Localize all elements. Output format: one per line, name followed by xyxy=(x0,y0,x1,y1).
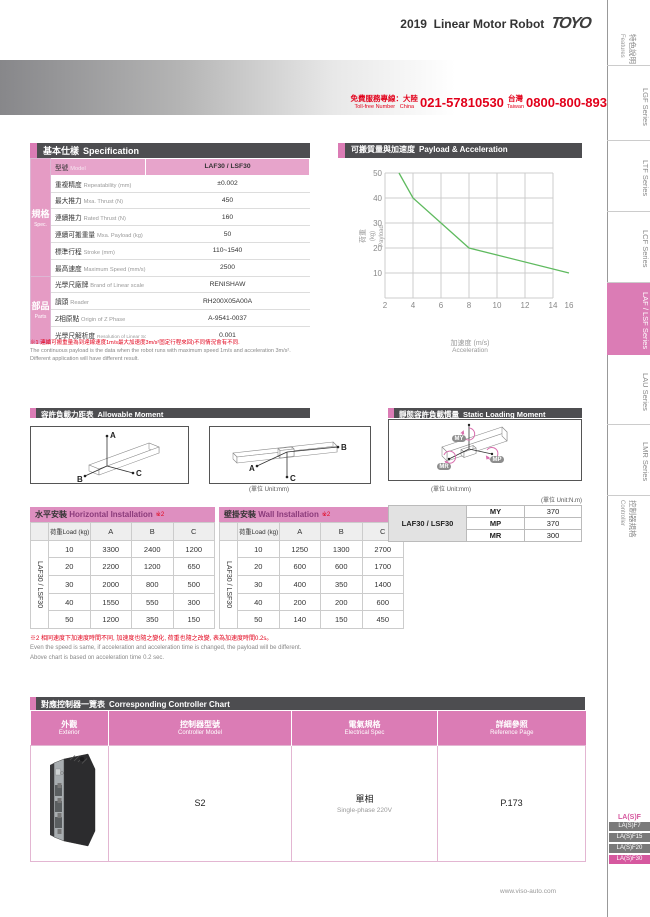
svg-text:C: C xyxy=(136,469,142,478)
svg-text:Payload: Payload xyxy=(379,225,385,247)
svg-text:8: 8 xyxy=(467,301,472,310)
svg-text:40: 40 xyxy=(373,194,382,203)
svg-text:10: 10 xyxy=(493,301,502,310)
svg-text:荷重: 荷重 xyxy=(358,229,367,243)
svg-text:MY: MY xyxy=(455,436,464,442)
svg-text:(kg): (kg) xyxy=(370,231,376,241)
svg-text:B: B xyxy=(77,475,83,484)
svg-text:50: 50 xyxy=(373,169,382,178)
svg-text:4: 4 xyxy=(411,301,416,310)
svg-text:B: B xyxy=(341,443,347,452)
svg-text:A: A xyxy=(249,464,255,473)
svg-text:A: A xyxy=(110,431,116,440)
svg-text:10: 10 xyxy=(373,269,382,278)
svg-text:2: 2 xyxy=(383,301,388,310)
svg-text:MR: MR xyxy=(439,464,449,470)
svg-text:16: 16 xyxy=(565,301,574,310)
svg-text:6: 6 xyxy=(439,301,444,310)
svg-text:12: 12 xyxy=(521,301,530,310)
svg-text:C: C xyxy=(290,474,296,483)
svg-text:MP: MP xyxy=(493,457,502,463)
svg-text:14: 14 xyxy=(549,301,558,310)
